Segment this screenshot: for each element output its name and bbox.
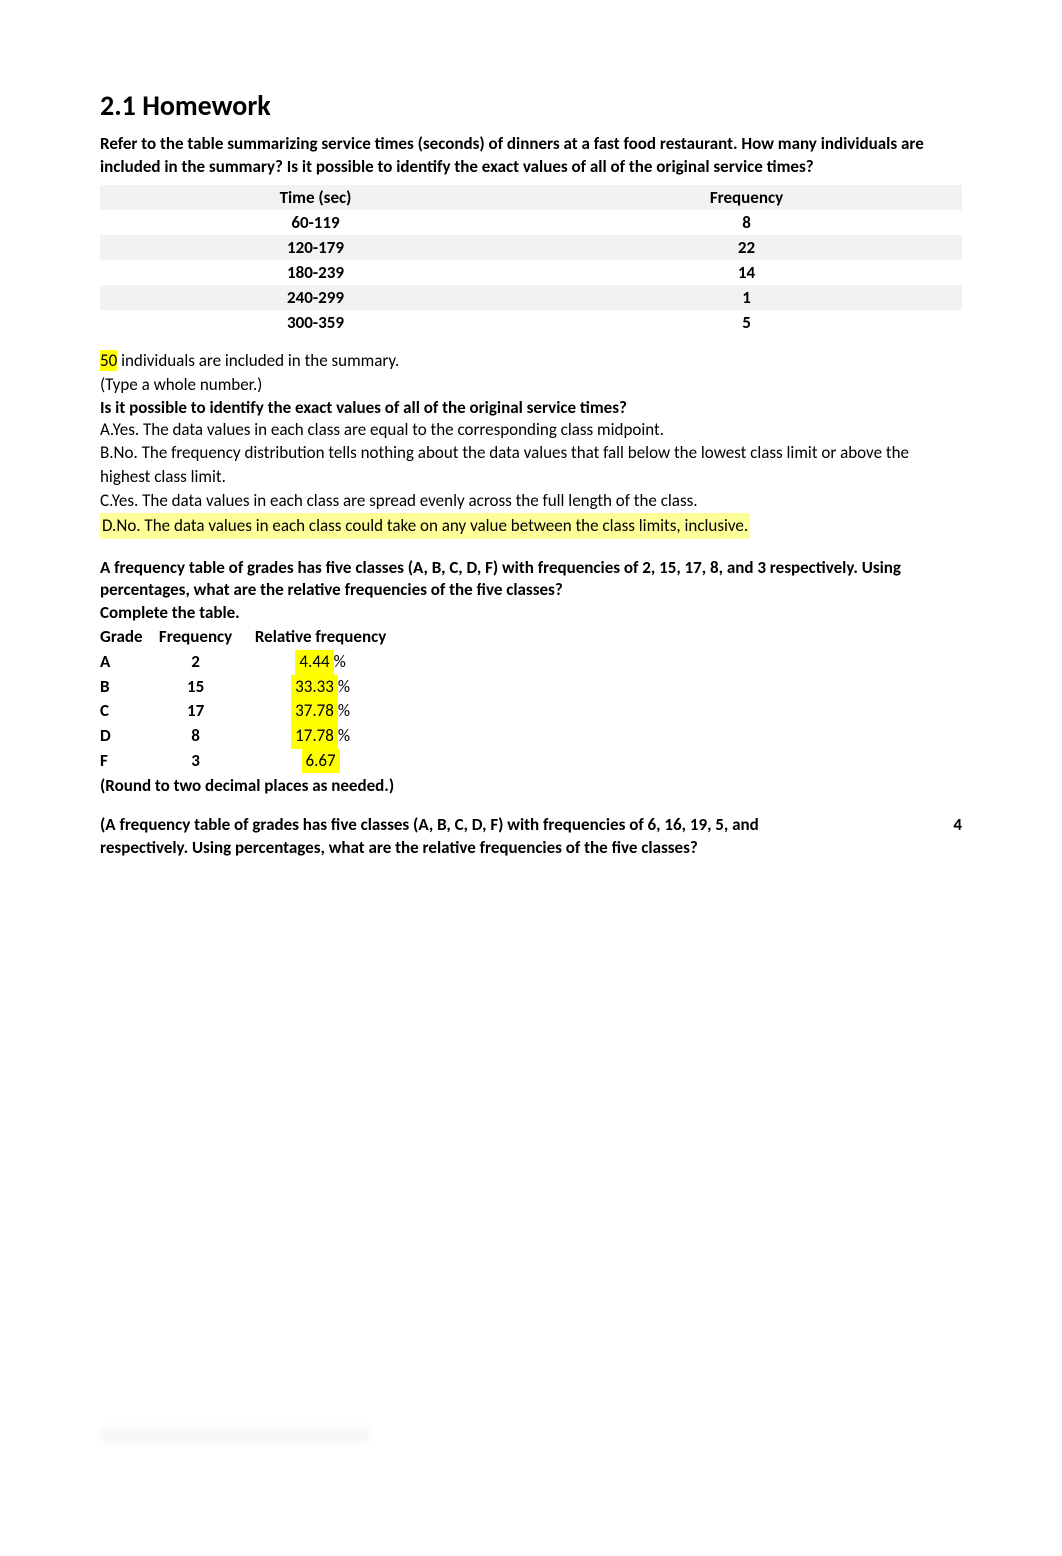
th-grade: Grade: [100, 625, 159, 650]
freq-cell: 15: [159, 675, 249, 700]
q4-text-c: respectively. Using percentages, what ar…: [100, 837, 962, 860]
q2-option-d-text: D.No. The data values in each class coul…: [100, 513, 750, 539]
th-relfreq: Relative frequency: [249, 625, 409, 650]
grade-cell: B: [100, 675, 159, 700]
relfreq-val: 6.67: [302, 749, 340, 774]
cell: 14: [531, 260, 962, 285]
th-frequency: Frequency: [159, 625, 249, 650]
footer-blur: [100, 1424, 370, 1446]
q3-paragraph: A frequency table of grades has five cla…: [100, 557, 962, 603]
th-freq: Frequency: [531, 185, 962, 210]
relfreq-cell: 4.44%: [249, 650, 409, 675]
freq-cell: 17: [159, 699, 249, 724]
relfreq-val: 4.44: [295, 650, 333, 675]
service-time-table: Time (sec) Frequency 60-1198 120-17922 1…: [100, 185, 962, 335]
cell: 60-119: [100, 210, 531, 235]
cell: 120-179: [100, 235, 531, 260]
q4-text-a: (A frequency table of grades has five cl…: [100, 814, 759, 835]
relfreq-cell: 17.78%: [249, 724, 409, 749]
page-title: 2.1 Homework: [100, 88, 962, 123]
grade-cell: C: [100, 699, 159, 724]
freq-cell: 3: [159, 749, 249, 774]
cell: 8: [531, 210, 962, 235]
grades-table: Grade Frequency Relative frequency A 2 4…: [100, 625, 409, 773]
q2-option-b: B.No. The frequency distribution tells n…: [100, 441, 962, 489]
q2-prompt: Is it possible to identify the exact val…: [100, 397, 962, 418]
grade-cell: D: [100, 724, 159, 749]
grade-cell: A: [100, 650, 159, 675]
intro-paragraph: Refer to the table summarizing service t…: [100, 133, 962, 179]
cell: 22: [531, 235, 962, 260]
freq-cell: 8: [159, 724, 249, 749]
relfreq-cell: 37.78%: [249, 699, 409, 724]
relfreq-val: 17.78: [291, 724, 338, 749]
answer-1-rest: individuals are included in the summary.: [117, 350, 399, 371]
cell: 240-299: [100, 285, 531, 310]
relfreq-suffix: %: [338, 700, 350, 721]
page: 2.1 Homework Refer to the table summariz…: [0, 0, 1062, 860]
answer-1-note: (Type a whole number.): [100, 374, 962, 395]
q4-paragraph: (A frequency table of grades has five cl…: [100, 814, 962, 860]
th-time: Time (sec): [100, 185, 531, 210]
q2-option-c: C.Yes. The data values in each class are…: [100, 489, 962, 513]
relfreq-suffix: %: [334, 651, 346, 672]
answer-1: 50 individuals are included in the summa…: [100, 349, 962, 374]
cell: 1: [531, 285, 962, 310]
q2-option-d: D.No. The data values in each class coul…: [100, 513, 962, 539]
q3-complete: Complete the table.: [100, 602, 962, 623]
cell: 180-239: [100, 260, 531, 285]
relfreq-suffix: %: [338, 725, 350, 746]
round-note: (Round to two decimal places as needed.): [100, 775, 962, 796]
freq-cell: 2: [159, 650, 249, 675]
relfreq-val: 33.33: [291, 675, 338, 700]
relfreq-cell: 33.33%: [249, 675, 409, 700]
grade-cell: F: [100, 749, 159, 774]
q4-text-b: 4: [929, 814, 962, 837]
cell: 300-359: [100, 310, 531, 335]
relfreq-cell: 6.67: [249, 749, 409, 774]
cell: 5: [531, 310, 962, 335]
relfreq-suffix: %: [338, 676, 350, 697]
relfreq-val: 37.78: [291, 699, 338, 724]
q2-option-a: A.Yes. The data values in each class are…: [100, 418, 962, 442]
answer-1-value: 50: [100, 350, 117, 371]
